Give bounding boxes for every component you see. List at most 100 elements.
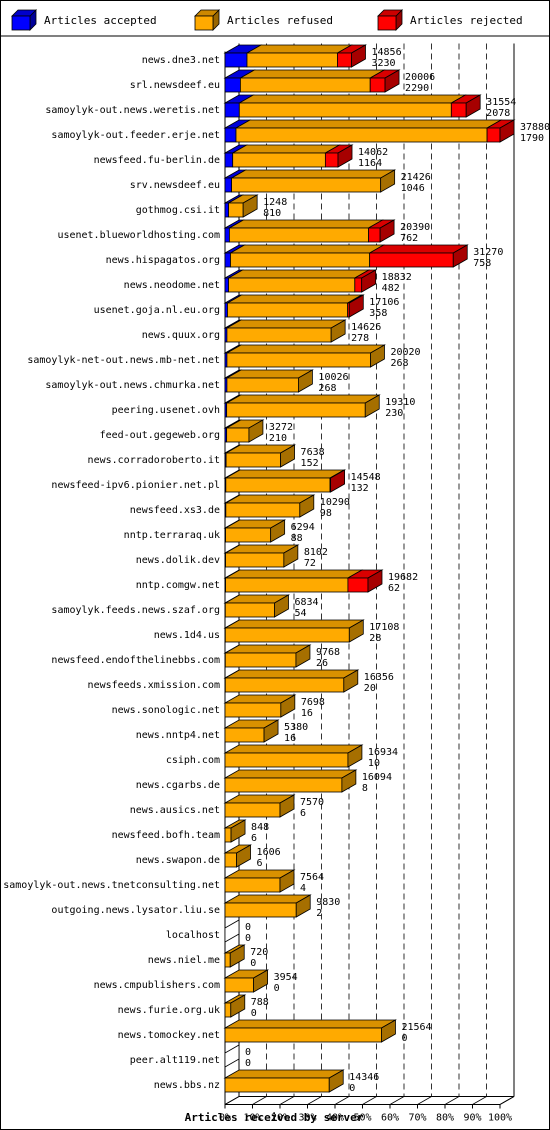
rejected-value-label: 62: [388, 583, 400, 594]
bar-refused: [228, 277, 356, 293]
floor-gridline: [417, 1096, 432, 1105]
bar-empty: [224, 1044, 240, 1068]
bar-refused: [224, 1027, 382, 1043]
legend-label: Articles rejected: [410, 14, 523, 27]
x-tick-label: 80%: [436, 1113, 454, 1124]
rejected-value-label: 98: [320, 508, 332, 519]
bar-refused-side: [280, 694, 296, 718]
bar-row: [223, 819, 247, 843]
x-tick-label: 100%: [488, 1113, 512, 1124]
bar-accepted: [224, 177, 232, 193]
rejected-value-label: 2: [316, 908, 322, 919]
rejected-value-label: 10: [368, 758, 380, 769]
bar-refused: [238, 102, 452, 118]
server-label: news.cgarbs.de: [136, 780, 220, 791]
total-value-label: 21426: [401, 172, 431, 183]
bar-row: [223, 569, 384, 593]
floor-gridline: [252, 1096, 267, 1105]
bar-row: [223, 219, 396, 243]
bar-refused-top: [225, 394, 381, 404]
bar-refused-top: [224, 569, 364, 579]
bar-row: [223, 594, 291, 618]
total-value-label: 3272: [269, 422, 293, 433]
legend-item-refused: Articles refused: [194, 9, 333, 31]
bar-accepted: [224, 102, 240, 118]
bar-refused-top: [224, 494, 316, 504]
bar-refused: [224, 902, 297, 918]
bar-refused-top: [230, 169, 397, 179]
rejected-value-label: 20: [364, 683, 376, 694]
server-label: outgoing.news.lysator.liu.se: [51, 905, 220, 916]
legend-label: Articles refused: [227, 14, 333, 27]
rejected-value-label: 6: [257, 858, 263, 869]
server-label: srv.newsdeef.eu: [130, 180, 220, 191]
server-label: newsfeed.bofh.team: [112, 830, 220, 841]
bar-row: [223, 94, 482, 118]
total-value-label: 16356: [364, 672, 394, 683]
bar-refused-top: [225, 319, 347, 329]
bar-rejected-side: [330, 469, 346, 493]
floor-gridline: [389, 1096, 405, 1105]
rejected-value-label: 758: [473, 258, 491, 269]
total-value-label: 14548: [351, 472, 381, 483]
legend-item-rejected: Articles rejected: [377, 9, 523, 31]
server-label: news.ausics.net: [130, 805, 220, 816]
server-label: feed-out.gegeweb.org: [100, 430, 220, 441]
bar-refused: [224, 852, 237, 868]
bar-row: [223, 344, 386, 368]
bar-refused-side: [279, 869, 295, 893]
rejected-value-label: 0: [245, 1058, 251, 1069]
rejected-value-label: 16: [284, 733, 296, 744]
server-label: news.furie.org.uk: [118, 1005, 220, 1016]
server-label: news.neodome.net: [124, 280, 220, 291]
x-tick-label: 10%: [243, 1113, 261, 1124]
bar-refused-side: [270, 519, 286, 543]
total-value-label: 14062: [358, 147, 388, 158]
bar-refused: [228, 202, 244, 218]
bar-row: [223, 544, 300, 568]
total-value-label: 1248: [263, 197, 287, 208]
bar-rejected-side: [351, 44, 366, 68]
bar-rejected-side: [452, 244, 468, 268]
total-value-label: 31270: [473, 247, 503, 258]
server-label: newsfeeds.xmission.com: [88, 680, 220, 691]
bar-refused-top: [223, 894, 312, 904]
bar-refused-top: [234, 119, 503, 129]
bar-rejected-side: [361, 269, 377, 293]
bar-refused-top: [228, 244, 386, 254]
total-value-label: 9768: [316, 647, 340, 658]
bar-row: [223, 519, 287, 543]
legend-swatch: [377, 15, 397, 31]
bar-refused: [224, 727, 265, 743]
bar-row: [223, 394, 381, 418]
bar-refused-top: [223, 619, 365, 629]
bar-refused-side: [295, 644, 311, 668]
total-value-label: 848: [251, 822, 269, 833]
total-value-label: 7698: [301, 697, 325, 708]
rejected-value-label: 1790: [520, 133, 544, 144]
bar-refused-top: [223, 744, 364, 754]
bar-row: [223, 969, 270, 993]
bar-refused: [224, 1002, 232, 1018]
bar-refused: [224, 802, 281, 818]
x-tick-label: 0%: [219, 1113, 231, 1124]
total-value-label: 17106: [369, 297, 399, 308]
bar-refused: [239, 77, 371, 93]
rejected-value-label: 278: [351, 333, 369, 344]
bar-refused-side: [348, 619, 364, 643]
bar-refused-side: [263, 719, 279, 743]
x-tick-label: 70%: [408, 1113, 426, 1124]
bar-row: [223, 1019, 397, 1043]
total-value-label: 7638: [301, 447, 325, 458]
bar-refused-top: [231, 144, 341, 154]
rejected-value-label: 230: [385, 408, 403, 419]
bar-row: [224, 1044, 240, 1068]
rejected-value-label: 8: [362, 783, 368, 794]
total-value-label: 20006: [405, 72, 435, 83]
server-label: peer.alt119.net: [130, 1055, 220, 1066]
bar-row: [223, 269, 378, 293]
server-label: nntp.comgw.net: [136, 580, 220, 591]
total-value-label: 14346: [349, 1072, 379, 1083]
bar-refused: [226, 352, 371, 368]
server-label: samoylyk-out.news.tnetconsulting.net: [3, 880, 220, 891]
